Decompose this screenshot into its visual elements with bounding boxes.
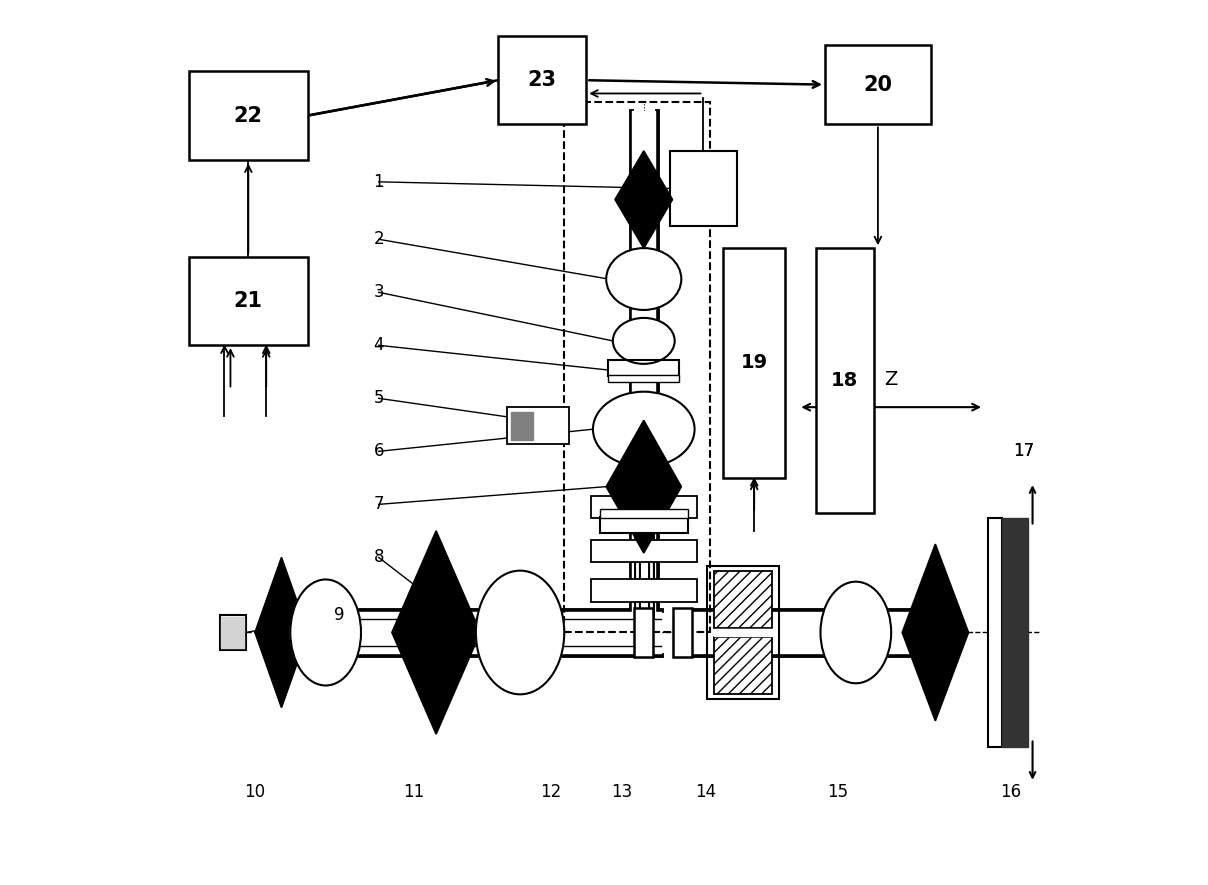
Text: 11: 11: [403, 782, 425, 801]
Text: 22: 22: [234, 105, 263, 126]
Text: 14: 14: [695, 782, 716, 801]
Text: 20: 20: [864, 74, 893, 95]
Bar: [634, 608, 654, 657]
Text: 17: 17: [1014, 442, 1034, 460]
Text: 13: 13: [611, 782, 632, 801]
Polygon shape: [902, 544, 969, 633]
Text: 21: 21: [234, 291, 263, 312]
Bar: [507, 407, 569, 444]
Text: 7: 7: [373, 496, 384, 513]
Bar: [673, 608, 692, 657]
Bar: [599, 509, 687, 518]
Ellipse shape: [612, 318, 675, 364]
Polygon shape: [606, 487, 681, 553]
Text: 10: 10: [244, 782, 266, 801]
Text: 4: 4: [373, 336, 384, 354]
Polygon shape: [255, 558, 308, 633]
Bar: [591, 540, 697, 562]
Bar: [714, 629, 772, 636]
Text: 18: 18: [831, 371, 859, 390]
Bar: [825, 45, 931, 125]
Bar: [609, 360, 679, 376]
Bar: [609, 375, 679, 382]
Polygon shape: [902, 633, 969, 721]
Bar: [714, 571, 772, 628]
Bar: [220, 615, 246, 650]
Bar: [1001, 518, 1028, 747]
Polygon shape: [606, 420, 681, 487]
Bar: [221, 617, 244, 649]
Bar: [988, 518, 1001, 747]
Polygon shape: [391, 633, 481, 734]
Bar: [724, 248, 785, 478]
Text: 1: 1: [373, 173, 384, 191]
Text: 23: 23: [528, 70, 557, 90]
Bar: [708, 566, 779, 699]
Ellipse shape: [476, 571, 564, 695]
Ellipse shape: [593, 392, 695, 466]
Text: 3: 3: [373, 283, 384, 301]
Bar: [670, 151, 737, 226]
Text: 9: 9: [333, 606, 344, 624]
Bar: [188, 257, 308, 345]
Bar: [564, 103, 710, 633]
Text: 2: 2: [373, 230, 384, 249]
Polygon shape: [255, 633, 308, 708]
Text: 16: 16: [1000, 782, 1021, 801]
Text: 6: 6: [373, 442, 384, 460]
Polygon shape: [391, 531, 481, 633]
Polygon shape: [615, 151, 673, 199]
Text: 19: 19: [741, 353, 768, 373]
Bar: [188, 72, 308, 160]
Text: 8: 8: [373, 549, 384, 566]
Bar: [714, 637, 772, 695]
Text: Z: Z: [884, 371, 898, 389]
Polygon shape: [615, 199, 673, 248]
Ellipse shape: [606, 248, 681, 310]
Text: 17: 17: [1014, 442, 1034, 460]
Bar: [591, 496, 697, 518]
Text: 12: 12: [540, 782, 562, 801]
Bar: [511, 412, 533, 440]
Ellipse shape: [290, 580, 361, 686]
Text: 5: 5: [373, 389, 384, 407]
Ellipse shape: [820, 581, 892, 683]
Bar: [591, 580, 697, 602]
Bar: [498, 36, 586, 125]
Text: 15: 15: [827, 782, 849, 801]
Bar: [817, 248, 873, 513]
Bar: [599, 517, 687, 533]
